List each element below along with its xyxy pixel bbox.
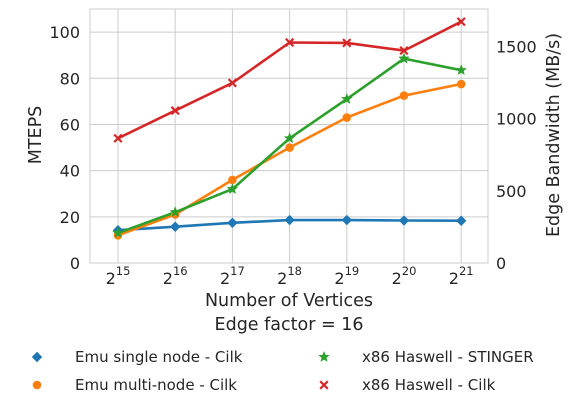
y-tick-label: 20 — [60, 208, 80, 227]
star-marker — [398, 52, 410, 64]
legend-label: x86 Haswell - STINGER — [362, 348, 534, 366]
y-tick-label: 60 — [60, 115, 80, 134]
x-marker — [399, 45, 409, 56]
legend-label: x86 Haswell - Cilk — [362, 376, 496, 394]
diamond-marker — [227, 217, 238, 229]
y2-tick-label: 1000 — [496, 110, 537, 129]
x-axis-ticks: 215 216 217 218 219 220 221 — [106, 264, 474, 288]
x-marker — [456, 17, 466, 27]
star-marker — [455, 64, 467, 76]
x-marker — [170, 106, 180, 116]
y-tick-label: 0 — [70, 254, 80, 273]
x-marker — [319, 380, 329, 390]
x-axis-label: Number of Vertices — [205, 291, 373, 311]
x-tick-label: 218 — [277, 264, 302, 288]
star-marker — [112, 226, 124, 238]
star-marker — [169, 206, 181, 218]
y-axis-ticks: 0 20 40 60 80 100 — [49, 23, 80, 273]
y2-axis-ticks: 0 500 1000 1500 — [496, 38, 537, 273]
x-marker — [285, 37, 295, 48]
x-marker — [113, 133, 123, 143]
star-marker — [283, 132, 296, 144]
diamond-marker — [341, 214, 352, 226]
plot-frame — [89, 8, 489, 264]
circle-marker — [399, 91, 409, 100]
circle-marker — [32, 380, 42, 390]
x-tick-label: 216 — [163, 264, 188, 288]
legend-label: Emu single node - Cilk — [75, 348, 243, 366]
circle-marker — [285, 143, 294, 152]
circle-marker — [342, 113, 352, 122]
y2-tick-label: 1500 — [496, 38, 537, 57]
x-tick-label: 219 — [334, 264, 359, 288]
y2-tick-label: 0 — [496, 254, 506, 273]
y-tick-label: 40 — [60, 162, 80, 181]
diamond-marker — [31, 351, 43, 363]
legend: Emu single node - Cilk Emu multi-node - C… — [31, 348, 534, 394]
y-axis-label: MTEPS — [26, 106, 46, 165]
star-marker — [226, 183, 239, 194]
y2-axis-label: Edge Bandwidth (MB/s) — [544, 33, 564, 237]
x-tick-label: 217 — [220, 264, 245, 288]
diamond-marker — [170, 221, 181, 232]
circle-marker — [228, 175, 237, 185]
x-marker — [227, 78, 237, 88]
y-tick-label: 100 — [49, 23, 80, 42]
diamond-marker — [284, 214, 295, 226]
star-marker — [318, 351, 330, 362]
legend-label: Emu multi-node - Cilk — [75, 376, 237, 394]
x-marker — [342, 38, 352, 48]
star-marker — [341, 93, 353, 104]
diamond-marker — [398, 215, 410, 226]
circle-marker — [456, 79, 466, 89]
y-tick-label: 80 — [60, 69, 80, 88]
x-axis-sublabel: Edge factor = 16 — [215, 315, 364, 335]
x-tick-label: 221 — [449, 264, 474, 288]
series-markers — [112, 17, 467, 240]
x-tick-label: 220 — [392, 264, 417, 288]
x-tick-label: 215 — [106, 264, 131, 288]
y2-tick-label: 500 — [496, 182, 527, 201]
diamond-marker — [456, 215, 467, 226]
